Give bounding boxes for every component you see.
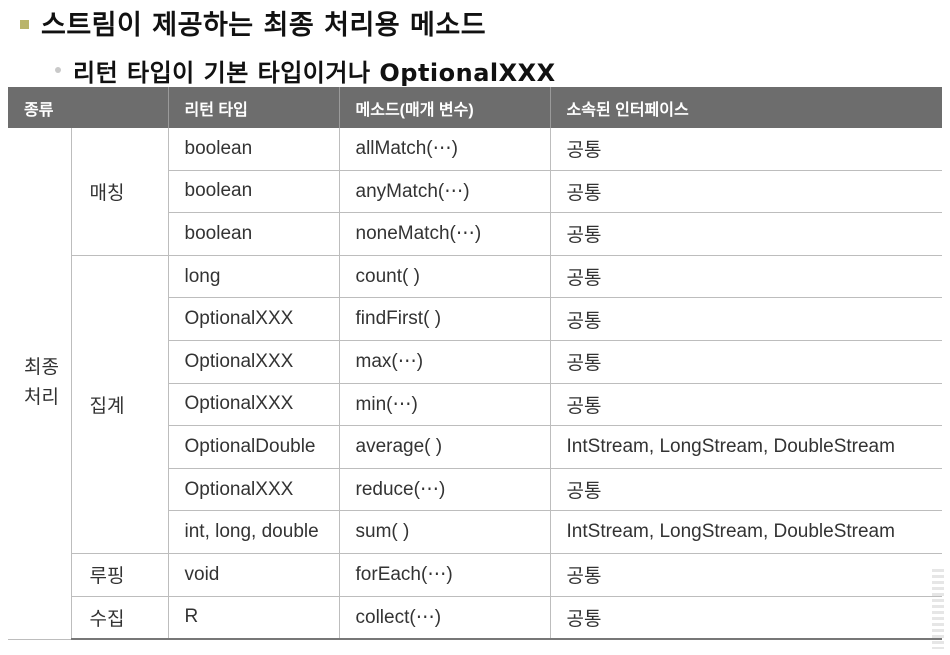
interface-cell: 공통	[550, 596, 943, 641]
interface-cell: 공통	[550, 297, 943, 341]
interface-cell: IntStream, LongStream, DoubleStream	[550, 510, 943, 554]
subtitle-row: 리턴 타입이 기본 타입이거나 OptionalXXX	[55, 52, 556, 88]
table-row: int, long, double sum( ) IntStream, Long…	[8, 510, 943, 554]
table-row: OptionalXXX reduce(⋯) 공통	[8, 468, 943, 512]
header-interface: 소속된 인터페이스	[550, 87, 943, 128]
return-type-cell: R	[168, 596, 340, 641]
interface-cell: 공통	[550, 340, 943, 384]
interface-cell: 공통	[550, 128, 943, 171]
title-row: 스트림이 제공하는 최종 처리용 메소드	[20, 2, 486, 42]
round-bullet-icon	[55, 67, 61, 73]
group-label-aggregate: 집계	[71, 255, 169, 554]
category-label-line1: 최종	[24, 357, 59, 379]
interface-cell: 공통	[550, 170, 943, 214]
method-cell: count( )	[339, 255, 551, 299]
interface-cell: 공통	[550, 212, 943, 256]
method-cell: forEach(⋯)	[339, 553, 551, 597]
return-type-cell: OptionalXXX	[168, 383, 340, 427]
return-type-cell: OptionalXXX	[168, 340, 340, 384]
table-row: OptionalXXX max(⋯) 공통	[8, 340, 943, 384]
decorative-watermark	[932, 569, 944, 649]
return-type-cell: boolean	[168, 170, 340, 214]
method-cell: reduce(⋯)	[339, 468, 551, 512]
return-type-cell: OptionalXXX	[168, 297, 340, 341]
table-row: OptionalDouble average( ) IntStream, Lon…	[8, 425, 943, 469]
group-label-looping: 루핑	[71, 553, 169, 597]
return-type-cell: boolean	[168, 128, 340, 171]
table-row: OptionalXXX findFirst( ) 공통	[8, 297, 943, 341]
interface-cell: IntStream, LongStream, DoubleStream	[550, 425, 943, 469]
table-row: OptionalXXX min(⋯) 공통	[8, 383, 943, 427]
method-cell: min(⋯)	[339, 383, 551, 427]
category-cell: 최종 처리	[8, 128, 72, 640]
category-label-line2: 처리	[24, 387, 59, 409]
table-row: 수집 R collect(⋯) 공통	[8, 596, 943, 641]
table-row: 최종 처리 매칭 boolean allMatch(⋯) 공통	[8, 128, 943, 640]
return-type-cell: int, long, double	[168, 510, 340, 554]
interface-cell: 공통	[550, 553, 943, 597]
return-type-cell: long	[168, 255, 340, 299]
header-method: 메소드(매개 변수)	[339, 87, 551, 128]
return-type-cell: boolean	[168, 212, 340, 256]
slide-title: 스트림이 제공하는 최종 처리용 메소드	[41, 9, 487, 41]
method-cell: max(⋯)	[339, 340, 551, 384]
method-cell: findFirst( )	[339, 297, 551, 341]
group-label-collecting: 수집	[71, 596, 169, 641]
table-header-row: 종류 리턴 타입 메소드(매개 변수) 소속된 인터페이스	[8, 87, 943, 128]
method-cell: sum( )	[339, 510, 551, 554]
method-cell: collect(⋯)	[339, 596, 551, 641]
interface-cell: 공통	[550, 255, 943, 299]
method-cell: average( )	[339, 425, 551, 469]
table-row: 집계 long count( ) 공통	[8, 255, 943, 554]
square-bullet-icon	[20, 19, 29, 29]
method-cell: anyMatch(⋯)	[339, 170, 551, 214]
slide-subtitle: 리턴 타입이 기본 타입이거나 OptionalXXX	[73, 58, 556, 87]
header-kind: 종류	[8, 87, 169, 128]
return-type-cell: void	[168, 553, 340, 597]
header-return-type: 리턴 타입	[168, 87, 340, 128]
return-type-cell: OptionalXXX	[168, 468, 340, 512]
method-cell: allMatch(⋯)	[339, 128, 551, 171]
interface-cell: 공통	[550, 468, 943, 512]
interface-cell: 공통	[550, 383, 943, 427]
terminal-methods-table: 종류 리턴 타입 메소드(매개 변수) 소속된 인터페이스 최종 처리 매칭 b…	[8, 87, 943, 641]
table-row: 루핑 void forEach(⋯) 공통	[8, 553, 943, 597]
table-row: boolean anyMatch(⋯) 공통	[8, 170, 943, 214]
method-cell: noneMatch(⋯)	[339, 212, 551, 256]
return-type-cell: OptionalDouble	[168, 425, 340, 469]
table-row: boolean noneMatch(⋯) 공통	[8, 212, 943, 256]
group-label-matching: 매칭	[71, 128, 169, 256]
